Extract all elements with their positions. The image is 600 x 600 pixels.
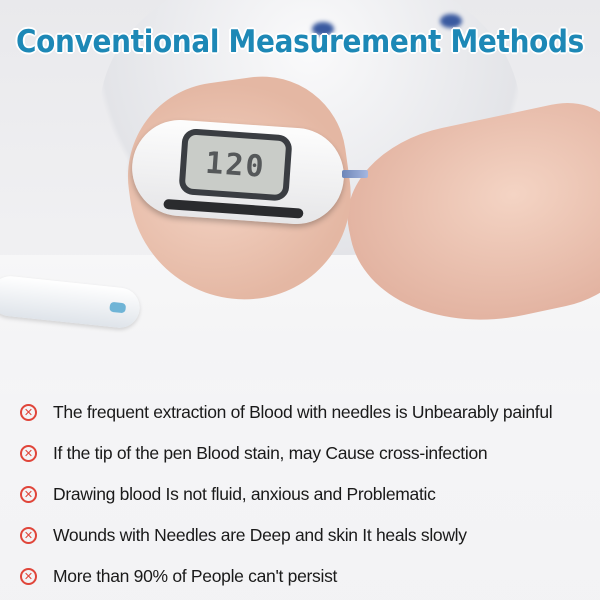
list-item: ✕ More than 90% of People can't persist: [20, 556, 600, 597]
x-circle-icon: ✕: [20, 486, 37, 503]
glucose-meter: 120: [128, 116, 348, 228]
x-circle-icon: ✕: [20, 404, 37, 421]
coat-button: [440, 14, 462, 28]
page-title: Conventional Measurement Methods: [16, 24, 584, 60]
list-item: ✕ If the tip of the pen Blood stain, may …: [20, 433, 600, 474]
drawback-list: ✕ The frequent extraction of Blood with n…: [20, 392, 600, 597]
list-item: ✕ Wounds with Needles are Deep and skin I…: [20, 515, 600, 556]
meter-display: 120: [184, 134, 287, 196]
x-circle-icon: ✕: [20, 527, 37, 544]
list-item: ✕ The frequent extraction of Blood with n…: [20, 392, 600, 433]
x-circle-icon: ✕: [20, 445, 37, 462]
test-strip: [342, 170, 368, 178]
coat-button: [312, 22, 334, 36]
x-circle-icon: ✕: [20, 568, 37, 585]
list-item: ✕ Drawing blood Is not fluid, anxious and…: [20, 474, 600, 515]
